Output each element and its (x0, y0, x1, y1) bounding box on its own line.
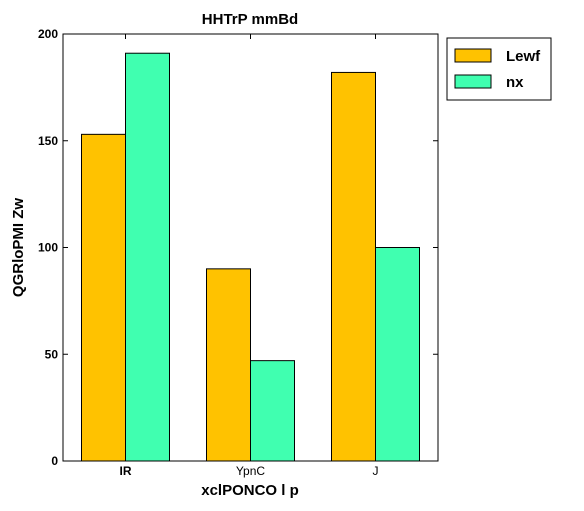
x-axis-label: xclPONCO l p (201, 482, 299, 499)
chart-title: HHTrP mmBd (202, 11, 298, 28)
y-tick-label-150: 150 (38, 134, 58, 148)
legend: Lewf nx (446, 37, 552, 101)
y-axis-label: QGRloPMI Zw (10, 198, 27, 297)
bar-nx-ir (125, 52, 170, 462)
legend-swatch-lewf (454, 48, 492, 63)
x-tick-label-ir: IR (120, 464, 132, 478)
y-tick-label-0: 0 (51, 454, 58, 468)
legend-label-lewf: Lewf (506, 48, 541, 65)
bar-nx-j (375, 247, 420, 462)
legend-box (446, 37, 552, 101)
y-tick-label-50: 50 (45, 347, 59, 361)
legend-swatch-nx (454, 74, 492, 89)
x-tick-label-j: J (373, 464, 379, 478)
bar-nx-ypnc (250, 360, 295, 462)
x-tick-label-ypnc: YpnC (236, 464, 265, 478)
y-tick-label-200: 200 (38, 27, 58, 41)
y-tick-label-100: 100 (38, 241, 58, 255)
ticks-layer: 0 50 100 150 200 IR YpnC J (38, 27, 438, 478)
bar-lewf-ypnc (206, 268, 251, 462)
bar-lewf-j (331, 71, 376, 462)
legend-label-nx: nx (506, 74, 524, 91)
bar-lewf-ir (81, 133, 126, 462)
bars-layer (81, 52, 420, 462)
